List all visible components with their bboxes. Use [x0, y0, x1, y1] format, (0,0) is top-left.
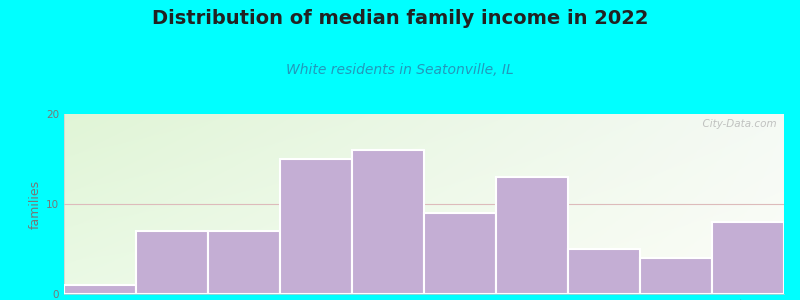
Text: White residents in Seatonville, IL: White residents in Seatonville, IL	[286, 63, 514, 77]
Text: Distribution of median family income in 2022: Distribution of median family income in …	[152, 9, 648, 28]
Bar	[280, 159, 352, 294]
Text: City-Data.com: City-Data.com	[696, 119, 777, 129]
Bar	[208, 231, 280, 294]
Bar	[352, 150, 424, 294]
Bar	[424, 213, 496, 294]
Bar	[64, 285, 136, 294]
Bar	[136, 231, 208, 294]
Bar	[496, 177, 568, 294]
Bar	[712, 222, 784, 294]
Y-axis label: families: families	[29, 179, 42, 229]
Bar	[640, 258, 712, 294]
Bar	[568, 249, 640, 294]
